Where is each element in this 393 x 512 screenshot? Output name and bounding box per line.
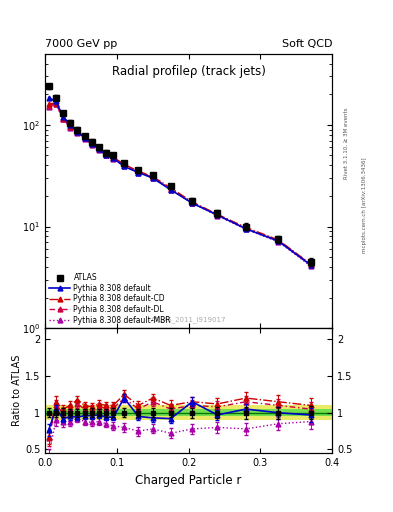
Text: Soft QCD: Soft QCD xyxy=(282,38,332,49)
Legend: ATLAS, Pythia 8.308 default, Pythia 8.308 default-CD, Pythia 8.308 default-DL, P: ATLAS, Pythia 8.308 default, Pythia 8.30… xyxy=(49,273,171,325)
Text: ATLAS_2011_I919017: ATLAS_2011_I919017 xyxy=(151,316,226,323)
Bar xyxy=(45,409,332,416)
Text: Rivet 3.1.10, ≥ 3M events: Rivet 3.1.10, ≥ 3M events xyxy=(344,108,349,179)
Text: 7000 GeV pp: 7000 GeV pp xyxy=(45,38,118,49)
Text: Radial profileρ (track jets): Radial profileρ (track jets) xyxy=(112,65,266,78)
Bar xyxy=(45,406,332,420)
Text: mcplots.cern.ch [arXiv:1306.3436]: mcplots.cern.ch [arXiv:1306.3436] xyxy=(362,157,367,252)
X-axis label: Charged Particle r: Charged Particle r xyxy=(136,474,242,486)
Y-axis label: Ratio to ATLAS: Ratio to ATLAS xyxy=(12,355,22,426)
